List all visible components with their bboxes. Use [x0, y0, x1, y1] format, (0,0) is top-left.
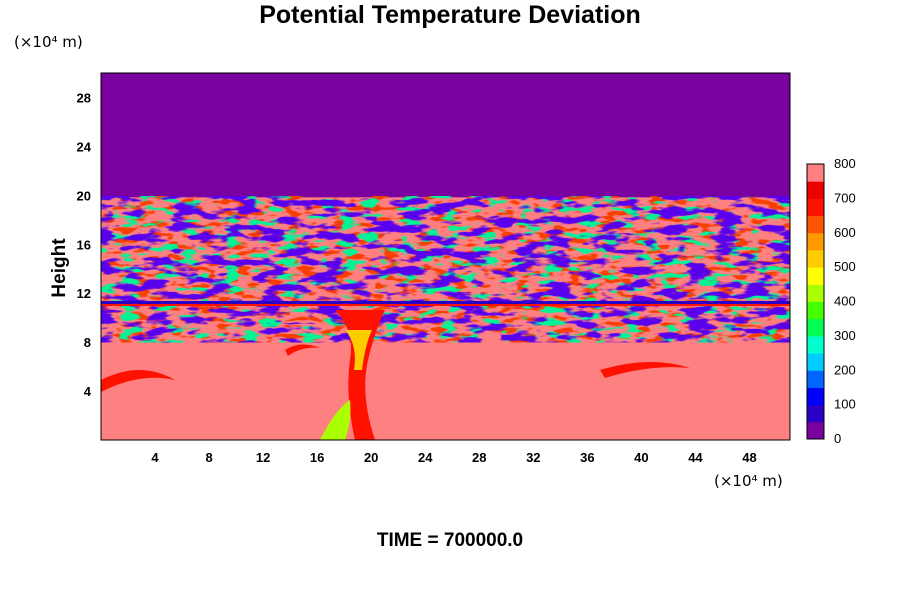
x-tick-label: 48 [742, 450, 756, 465]
y-tick-label: 4 [84, 384, 92, 399]
x-tick-label: 32 [526, 450, 540, 465]
x-unit-label: (×10⁴ m) [714, 472, 783, 490]
colorbar-swatch [807, 198, 824, 217]
y-tick-label: 8 [84, 335, 91, 350]
colorbar-swatch [807, 284, 824, 302]
colorbar-swatch [807, 215, 824, 234]
x-tick-label: 20 [364, 450, 378, 465]
colorbar-swatch [807, 335, 824, 354]
colorbar-swatch [807, 301, 824, 320]
inversion-line-edge [101, 303, 790, 306]
colorbar-swatch [807, 387, 824, 406]
y-tick-label: 24 [77, 139, 92, 154]
colorbar-swatch [807, 267, 824, 285]
y-tick-label: 12 [77, 286, 91, 301]
colorbar-swatch [807, 404, 824, 423]
colorbar-frame [806, 163, 825, 440]
colorbar: 0 100 200 300 400 500 600 700 800 [806, 156, 856, 446]
disturbed-layer-blue [101, 196, 790, 343]
y-unit-label: (×10⁴ m) [14, 33, 83, 51]
plume-feature [320, 400, 351, 440]
colorbar-swatch [807, 370, 824, 388]
x-tick-label: 36 [580, 450, 594, 465]
colorbar-tick-label: 500 [834, 259, 856, 274]
y-tick-label: 20 [77, 188, 91, 203]
plume-feature [345, 330, 372, 370]
colorbar-swatch [807, 181, 824, 199]
colorbar-tick-label: 300 [834, 328, 856, 343]
upper-uniform-region [101, 73, 790, 198]
plot-frame [100, 72, 791, 441]
colorbar-swatch [807, 421, 824, 440]
colorbar-tick-label: 100 [834, 397, 856, 412]
chart-title: Potential Temperature Deviation [259, 1, 641, 29]
colorbar-swatch [807, 164, 824, 182]
colorbar-tick-label: 700 [834, 190, 856, 205]
x-tick-label: 16 [310, 450, 324, 465]
colorbar-swatch [807, 318, 824, 337]
time-label: TIME = 700000.0 [376, 530, 524, 551]
x-tick-label: 12 [256, 450, 270, 465]
x-tick-label: 4 [151, 450, 159, 465]
y-tick-label: 16 [77, 237, 91, 252]
colorbar-swatch [807, 232, 824, 251]
y-tick-label: 28 [77, 90, 91, 105]
plume-feature [600, 361, 690, 378]
colorbar-tick-label: 800 [834, 156, 856, 171]
x-tick-label: 44 [688, 450, 703, 465]
heatmap-field [101, 73, 790, 440]
x-tick-label: 28 [472, 450, 486, 465]
colorbar-tick-label: 400 [834, 294, 856, 309]
colorbar-tick-label: 600 [834, 225, 856, 240]
inversion-line [101, 300, 790, 304]
plume-feature [335, 310, 385, 440]
plume-feature [285, 344, 320, 356]
x-tick-label: 40 [634, 450, 648, 465]
colorbar-swatch [807, 353, 824, 371]
x-tick-label: 24 [418, 450, 433, 465]
plume-feature [101, 370, 175, 392]
colorbar-tick-label: 0 [834, 431, 841, 446]
colorbar-tick-label: 200 [834, 362, 856, 377]
colorbar-swatch [807, 249, 824, 268]
x-tick-label: 8 [205, 450, 212, 465]
